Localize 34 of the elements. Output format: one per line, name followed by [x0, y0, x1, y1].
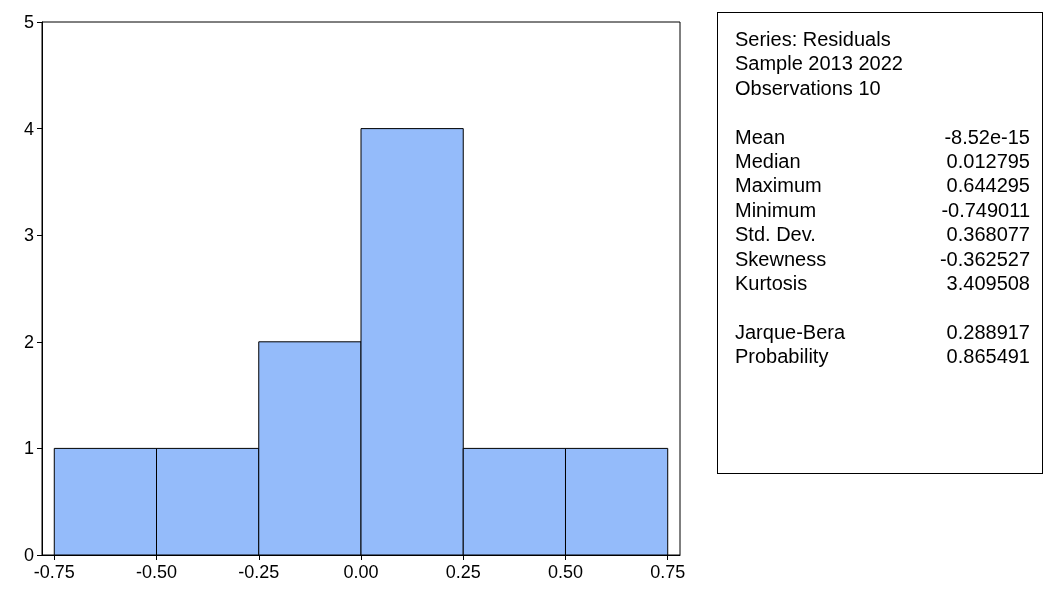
text: Maximum: [735, 173, 822, 198]
y-tick-label: 5: [23, 12, 34, 32]
text: Series: Residuals: [735, 27, 892, 52]
y-tick-label: 4: [23, 118, 34, 139]
x-tick-label: -0.25: [238, 562, 280, 582]
text: -8.52e-15: [944, 124, 1030, 150]
text: Kurtosis: [735, 271, 808, 296]
text: Jarque-Bera: [735, 319, 846, 345]
text: Skewness: [735, 246, 827, 272]
x-tick-label: -0.75: [33, 562, 75, 582]
text: 0.865491: [946, 344, 1030, 369]
text: -0.362527: [939, 246, 1030, 272]
x-tick-label: 0.25: [445, 562, 481, 582]
x-tick-label: -0.50: [136, 562, 178, 582]
y-tick-label: 1: [23, 438, 34, 459]
text: 0.368077: [946, 222, 1030, 247]
text: Std. Dev.: [735, 222, 816, 247]
text: Mean: [735, 124, 786, 150]
x-tick-label: 0.00: [343, 562, 379, 582]
text: 0.012795: [946, 149, 1030, 174]
text: Probability: [735, 344, 829, 369]
y-tick-label: 2: [23, 331, 34, 352]
x-tick-label: 0.50: [547, 562, 584, 582]
text: 0.644295: [946, 173, 1030, 198]
text: -0.749011: [941, 197, 1030, 223]
x-tick-label: 0.75: [650, 562, 686, 582]
text: Minimum: [735, 197, 817, 223]
text: Sample 2013 2022: [735, 51, 904, 76]
text: Median: [735, 149, 801, 174]
y-tick-label: 0: [23, 545, 34, 565]
text: Observations 10: [735, 75, 882, 101]
y-tick-label: 3: [23, 225, 34, 246]
text: 0.288917: [946, 319, 1030, 345]
text: 3.409508: [946, 271, 1030, 296]
